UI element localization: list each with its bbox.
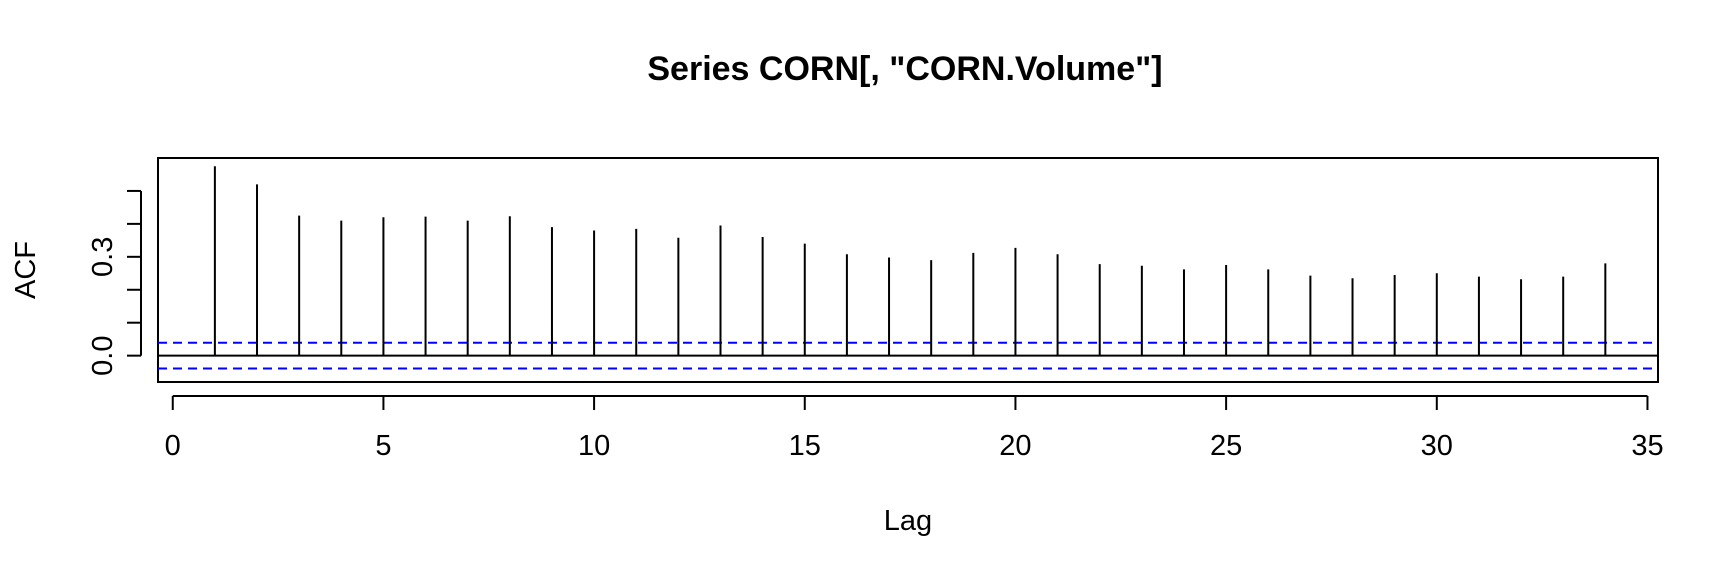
x-tick-label: 20 <box>999 430 1031 462</box>
x-tick-label: 5 <box>375 430 391 462</box>
x-tick-label: 0 <box>165 430 181 462</box>
x-tick-label: 30 <box>1421 430 1453 462</box>
x-tick-label: 35 <box>1631 430 1663 462</box>
x-tick-label: 10 <box>578 430 610 462</box>
x-tick-label: 15 <box>789 430 821 462</box>
y-axis-title: ACF <box>10 241 42 299</box>
chart-title: Series CORN[, "CORN.Volume"] <box>647 50 1162 88</box>
x-axis-title: Lag <box>884 505 932 537</box>
x-tick-label: 25 <box>1210 430 1242 462</box>
y-tick-label: 0.0 <box>87 335 119 375</box>
y-tick-label: 0.3 <box>87 237 119 277</box>
plot-frame <box>157 157 1659 383</box>
